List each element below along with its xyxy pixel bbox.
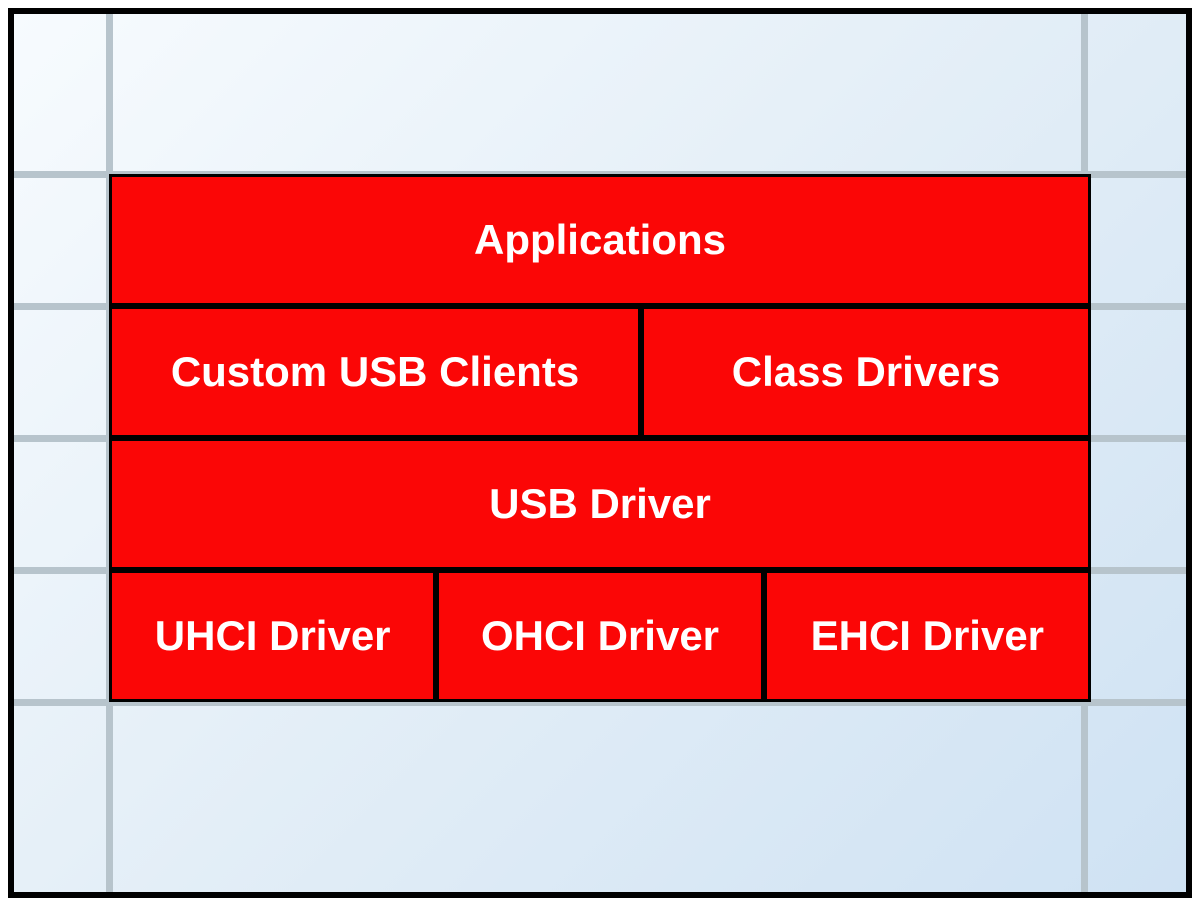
layer-label: Class Drivers (732, 348, 1001, 396)
layer-row-host-controllers: UHCI Driver OHCI Driver EHCI Driver (109, 570, 1091, 702)
diagram-frame: Applications Custom USB Clients Class Dr… (8, 8, 1192, 898)
layer-uhci-driver: UHCI Driver (109, 570, 436, 702)
layer-label: Applications (474, 216, 726, 264)
layer-class-drivers: Class Drivers (641, 306, 1091, 438)
layer-label: USB Driver (489, 480, 711, 528)
layer-row-clients: Custom USB Clients Class Drivers (109, 306, 1091, 438)
layer-stack: Applications Custom USB Clients Class Dr… (109, 174, 1091, 702)
layer-usb-driver: USB Driver (109, 438, 1091, 570)
layer-ehci-driver: EHCI Driver (764, 570, 1091, 702)
layer-ohci-driver: OHCI Driver (436, 570, 763, 702)
layer-custom-usb-clients: Custom USB Clients (109, 306, 641, 438)
layer-row-applications: Applications (109, 174, 1091, 306)
layer-row-usb-driver: USB Driver (109, 438, 1091, 570)
layer-applications: Applications (109, 174, 1091, 306)
layer-label: Custom USB Clients (171, 348, 579, 396)
layer-label: OHCI Driver (481, 612, 719, 660)
layer-label: UHCI Driver (155, 612, 391, 660)
layer-label: EHCI Driver (811, 612, 1044, 660)
